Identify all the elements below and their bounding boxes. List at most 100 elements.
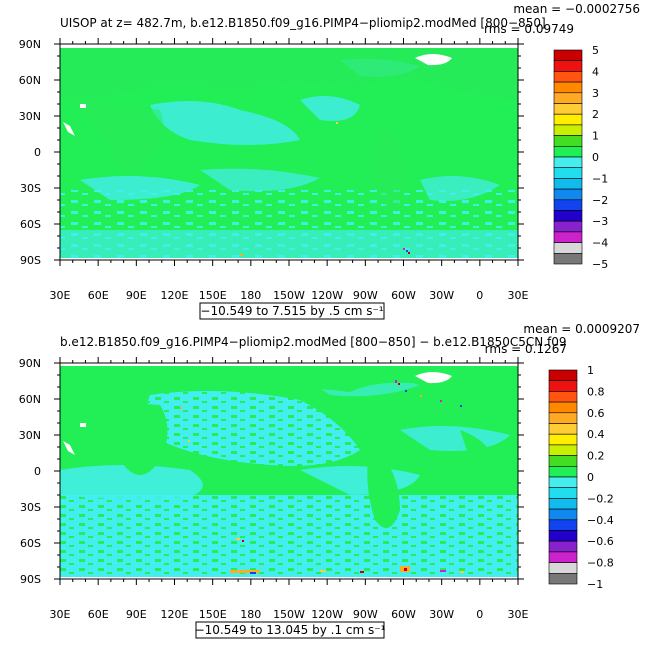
y-tick-label: 30N: [19, 110, 41, 123]
panel-bottom-x-labels: 30E 60E 90E 120E 150E 180 150W 120W 90W …: [50, 608, 529, 621]
x-tick-label: 30E: [508, 289, 529, 302]
colorbar-box: [553, 231, 583, 243]
panel-bottom-rms: rms = 0.1267: [485, 342, 567, 356]
panel-bottom-y-labels: 90N 60N 30N 0 30S 60S 90S: [19, 357, 41, 586]
colorbar-label: −1: [592, 172, 608, 185]
colorbar-box: [548, 572, 578, 585]
x-tick-label: 30W: [429, 289, 454, 302]
x-tick-label: 150E: [199, 289, 227, 302]
colorbar-box: [553, 124, 583, 136]
colorbar-box: [548, 562, 578, 574]
y-tick-label: 30S: [20, 182, 41, 195]
colorbar-box: [548, 380, 578, 392]
x-tick-label: 60W: [391, 608, 416, 621]
colorbar-label: −3: [592, 215, 608, 228]
colorbar-box: [548, 487, 578, 499]
x-tick-label: 120W: [311, 289, 343, 302]
x-tick-label: 150W: [273, 608, 305, 621]
y-tick-label: 90N: [19, 357, 41, 370]
colorbar-box: [553, 253, 583, 265]
colorbar-box: [553, 92, 583, 104]
panel-bottom: b.e12.B1850.f09_g16.PIMP4−pliomip2.modMe…: [19, 322, 640, 639]
x-tick-label: 120E: [161, 289, 189, 302]
x-tick-label: 30E: [50, 289, 71, 302]
x-tick-label: 60E: [88, 608, 109, 621]
colorbar-label: 1: [587, 364, 594, 377]
colorbar-label: 0.8: [587, 385, 605, 398]
colorbar-box: [553, 49, 583, 61]
colorbar-box: [553, 167, 583, 179]
colorbar-box: [553, 156, 583, 168]
panel-top-range-box: −10.549 to 7.515 by .5 cm s⁻¹: [199, 302, 385, 320]
x-tick-label: 30E: [508, 608, 529, 621]
colorbar-box: [548, 423, 578, 435]
colorbar-box: [553, 60, 583, 72]
colorbar-box: [553, 71, 583, 83]
colorbar-label: 0.6: [587, 407, 605, 420]
x-tick-label: 180: [240, 608, 261, 621]
colorbar-label: −0.2: [587, 492, 614, 505]
panel-top-map: [60, 44, 518, 260]
panel-bottom-map: [60, 363, 518, 579]
y-tick-label: 90S: [20, 254, 41, 267]
colorbar-label: −1: [587, 578, 603, 591]
panel-bottom-range-text: −10.549 to 13.045 by .1 cm s⁻¹: [195, 623, 386, 637]
x-tick-label: 120W: [311, 608, 343, 621]
colorbar-box: [553, 178, 583, 190]
colorbar-box: [553, 188, 583, 201]
colorbar-box: [548, 498, 578, 510]
x-tick-label: 90E: [126, 289, 147, 302]
panel-top-ticks: [54, 38, 524, 266]
colorbar-label: 1: [592, 130, 599, 143]
colorbar-label: −0.6: [587, 535, 614, 548]
colorbar-box: [548, 465, 578, 478]
x-tick-label: 60E: [88, 289, 109, 302]
panel-bottom-colorbar: 1 0.8 0.6 0.4 0.2 0 −0.2 −0.4 −0.6 −0.8 −1: [548, 364, 614, 591]
colorbar-box: [548, 540, 578, 553]
panel-top-rms: rms = 0.09749: [484, 22, 574, 36]
panel-top-title: UISOP at z= 482.7m, b.e12.B1850.f09_g16.…: [60, 16, 546, 30]
x-tick-label: 30W: [429, 608, 454, 621]
colorbar-label: 2: [592, 108, 599, 121]
colorbar-box: [553, 220, 583, 233]
colorbar-label: 0: [592, 151, 599, 164]
colorbar-box: [548, 369, 578, 381]
y-tick-label: 60N: [19, 74, 41, 87]
colorbar-box: [548, 476, 578, 488]
colorbar-box: [548, 412, 578, 424]
x-tick-label: 180: [240, 289, 261, 302]
colorbar-box: [553, 199, 583, 211]
colorbar-box: [553, 135, 583, 147]
x-tick-label: 120E: [161, 608, 189, 621]
colorbar-label: −0.8: [587, 557, 614, 570]
x-tick-label: 0: [476, 608, 483, 621]
x-tick-label: 150W: [273, 289, 305, 302]
y-tick-label: 0: [34, 465, 41, 478]
panel-bottom-title: b.e12.B1850.f09_g16.PIMP4−pliomip2.modMe…: [60, 335, 567, 349]
colorbar-box: [553, 210, 583, 222]
colorbar-label: −4: [592, 237, 608, 250]
colorbar-box: [548, 444, 578, 456]
colorbar-box: [553, 103, 583, 115]
panel-top-mean: mean = −0.0002756: [513, 2, 640, 16]
x-tick-label: 90E: [126, 608, 147, 621]
y-tick-label: 30S: [20, 501, 41, 514]
x-tick-label: 90W: [353, 608, 378, 621]
panel-top-x-labels: 30E 60E 90E 120E 150E 180 150W 120W 90W …: [50, 289, 529, 302]
y-tick-label: 30N: [19, 429, 41, 442]
x-tick-label: 60W: [391, 289, 416, 302]
colorbar-box: [548, 530, 578, 542]
colorbar-box: [548, 508, 578, 521]
x-tick-label: 30E: [50, 608, 71, 621]
colorbar-box: [548, 519, 578, 531]
colorbar-box: [553, 113, 583, 126]
x-tick-label: 150E: [199, 608, 227, 621]
colorbar-box: [548, 455, 578, 467]
colorbar-label: −2: [592, 194, 608, 207]
colorbar-label: 4: [592, 65, 599, 78]
y-tick-label: 90N: [19, 38, 41, 51]
colorbar-box: [548, 401, 578, 414]
colorbar-box: [548, 433, 578, 446]
y-tick-label: 60N: [19, 393, 41, 406]
